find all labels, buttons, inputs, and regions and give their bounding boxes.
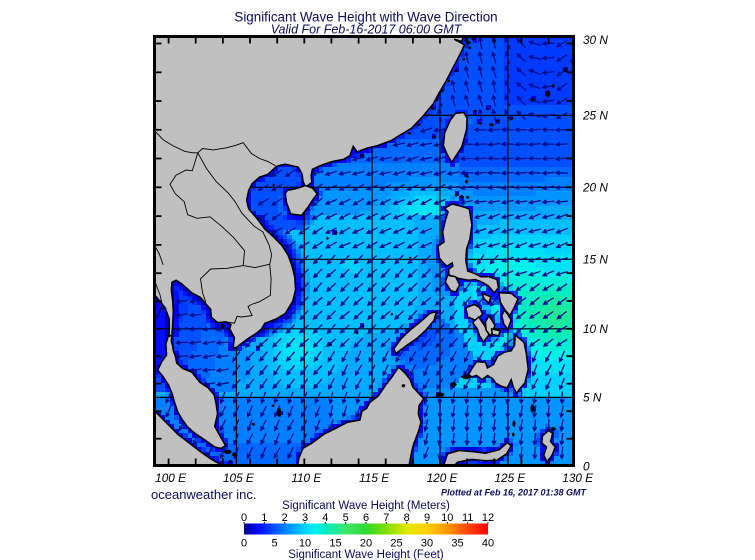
svg-text:130 E: 130 E [562,471,593,485]
svg-text:125 E: 125 E [494,471,525,485]
svg-text:10: 10 [441,512,453,524]
svg-text:12: 12 [482,512,494,524]
svg-text:oceanweather inc.: oceanweather inc. [151,487,257,502]
svg-text:15: 15 [329,538,341,550]
svg-text:20 N: 20 N [582,181,608,195]
svg-text:Significant Wave Height (Meter: Significant Wave Height (Meters) [282,500,450,512]
svg-text:4: 4 [322,512,328,524]
svg-text:10: 10 [299,538,311,550]
svg-text:115 E: 115 E [359,471,389,485]
svg-text:30: 30 [421,538,433,550]
svg-text:100 E: 100 E [155,471,186,485]
svg-text:8: 8 [404,512,410,524]
svg-text:10 N: 10 N [583,322,608,336]
svg-text:25: 25 [390,538,402,550]
svg-text:3: 3 [302,512,308,524]
svg-text:5 N: 5 N [583,391,602,405]
svg-text:110 E: 110 E [291,471,321,485]
svg-text:120 E: 120 E [427,471,458,485]
svg-text:105 E: 105 E [223,471,254,485]
svg-text:15 N: 15 N [583,253,608,267]
svg-text:Plotted at Feb 16, 2017 01:38: Plotted at Feb 16, 2017 01:38 GMT [441,488,588,498]
svg-text:35: 35 [451,538,463,550]
svg-text:7: 7 [383,512,389,524]
svg-text:30 N: 30 N [583,33,608,47]
svg-text:20: 20 [360,538,372,550]
svg-text:0: 0 [583,460,590,474]
svg-text:40: 40 [482,538,494,550]
svg-text:Significant Wave Height with W: Significant Wave Height with Wave Direct… [234,10,497,25]
svg-text:5: 5 [271,538,277,550]
svg-text:0: 0 [241,538,247,550]
svg-text:2: 2 [282,512,288,524]
svg-text:25 N: 25 N [582,109,608,123]
svg-text:9: 9 [424,512,430,524]
svg-text:Significant Wave Height (Feet): Significant Wave Height (Feet) [288,549,444,560]
svg-text:1: 1 [261,512,267,524]
svg-text:Valid For Feb-16-2017 06:00 GM: Valid For Feb-16-2017 06:00 GMT [271,23,463,37]
svg-text:5: 5 [343,512,349,524]
svg-text:6: 6 [363,512,369,524]
svg-text:0: 0 [241,512,247,524]
svg-text:11: 11 [462,512,473,524]
